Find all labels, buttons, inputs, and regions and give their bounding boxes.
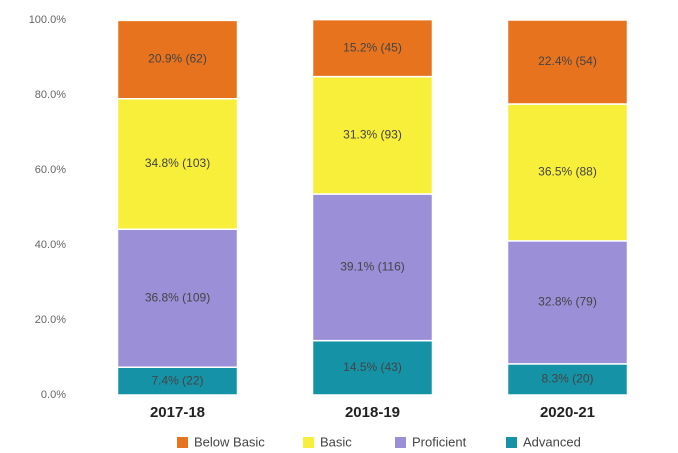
data-label: 8.3% (20) <box>541 372 593 386</box>
data-label: 39.1% (116) <box>340 259 404 273</box>
legend-label: Advanced <box>523 434 581 449</box>
data-label: 14.5% (43) <box>343 360 402 374</box>
data-label: 32.8% (79) <box>538 295 597 309</box>
data-label: 36.5% (88) <box>538 165 597 179</box>
y-tick-label: 100.0% <box>29 14 67 26</box>
x-tick-label: 2020-21 <box>540 404 595 421</box>
legend-label: Below Basic <box>194 434 265 449</box>
legend-label: Basic <box>320 434 352 449</box>
data-label: 22.4% (54) <box>538 54 597 68</box>
data-label: 36.8% (109) <box>145 290 210 304</box>
legend-swatch <box>177 437 188 448</box>
bar-segment <box>311 18 434 78</box>
legend-swatch <box>395 437 406 448</box>
x-tick-label: 2018-19 <box>345 404 400 421</box>
legend-swatch <box>303 437 314 448</box>
x-tick-label: 2017-18 <box>150 404 205 421</box>
bar-segment <box>116 228 239 368</box>
bar-segment <box>506 240 629 365</box>
data-label: 20.9% (62) <box>148 52 207 66</box>
legend-swatch <box>506 437 517 448</box>
y-tick-label: 40.0% <box>35 239 66 251</box>
bar-segment <box>311 339 434 396</box>
bar-segment <box>506 19 629 105</box>
bar-segment <box>506 103 629 242</box>
data-label: 7.4% (22) <box>151 373 203 387</box>
bar-segment <box>506 363 629 396</box>
y-tick-label: 60.0% <box>35 164 66 176</box>
y-tick-label: 80.0% <box>35 89 66 101</box>
bar-segment <box>311 75 434 195</box>
y-tick-label: 20.0% <box>35 314 66 326</box>
bar-segment <box>311 193 434 342</box>
legend-label: Proficient <box>412 434 467 449</box>
bar-segment <box>116 19 239 100</box>
data-label: 34.8% (103) <box>145 156 210 170</box>
data-label: 15.2% (45) <box>343 40 402 54</box>
bar-segment <box>116 366 239 396</box>
y-tick-label: 0.0% <box>41 389 66 401</box>
data-label: 31.3% (93) <box>343 127 402 141</box>
